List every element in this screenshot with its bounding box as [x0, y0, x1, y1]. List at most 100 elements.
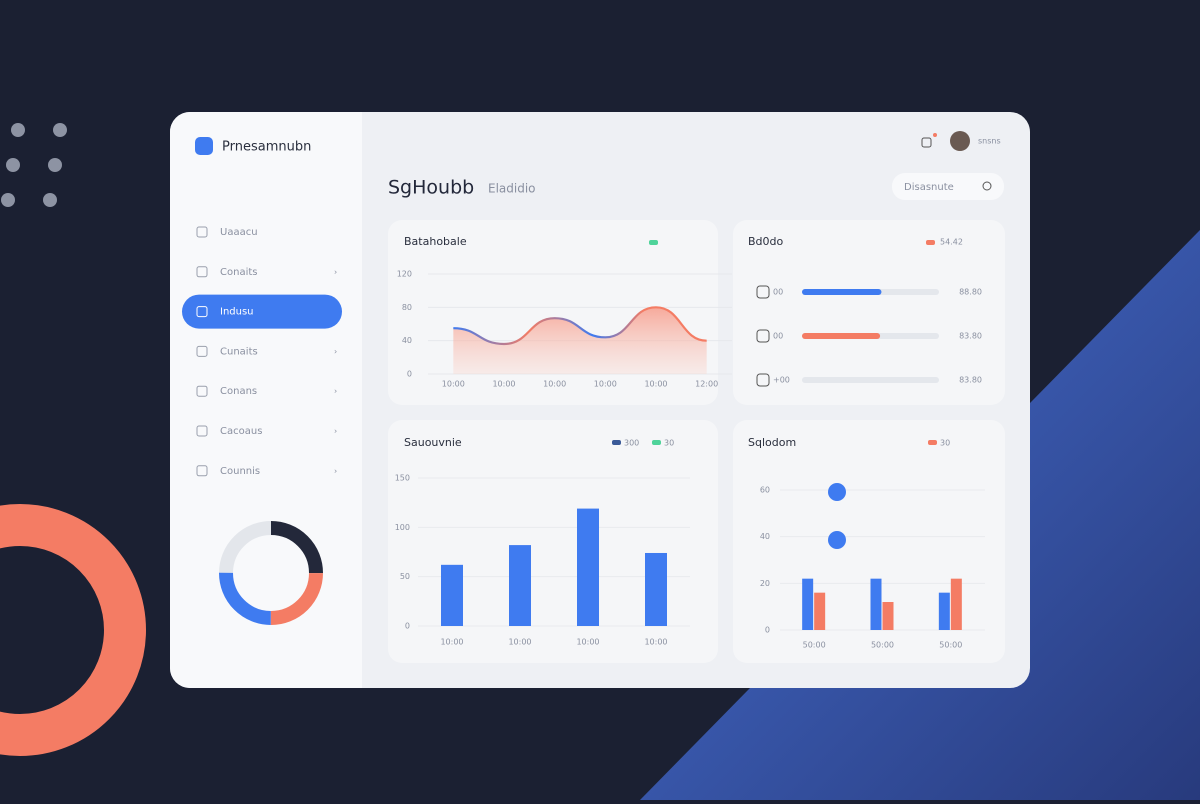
x-tick-label: 10:00 [644, 638, 667, 647]
search-box[interactable] [892, 173, 1004, 200]
y-tick-label: 0 [407, 370, 412, 379]
status-dot[interactable] [828, 531, 846, 549]
nav-label[interactable]: Conans [220, 386, 257, 397]
x-tick-label: 10:00 [644, 380, 667, 389]
notification-dot [933, 133, 937, 137]
nav-icon [196, 425, 208, 437]
nav-chevron: › [334, 267, 337, 276]
nav-chevron: › [334, 347, 337, 356]
nav-active[interactable] [182, 294, 342, 329]
card [733, 420, 1005, 663]
x-tick-label: 10:00 [492, 380, 515, 389]
progress-track [802, 377, 939, 383]
y-tick-label: 50 [400, 572, 410, 581]
page-title: SgHoubb [388, 177, 474, 199]
row-icon [756, 329, 770, 343]
legend-label: 30 [940, 439, 950, 448]
search-placeholder: Disasnute [904, 182, 954, 193]
bell-icon[interactable] [921, 137, 932, 148]
bar [882, 602, 894, 630]
line [453, 306, 707, 346]
page-subtitle: Eladidio [488, 182, 536, 196]
brand: Prnesamnubn [222, 140, 311, 155]
card-title: Bd0do [748, 235, 784, 248]
y-tick-label: 100 [395, 523, 410, 532]
card-title: Sqlodom [748, 436, 796, 449]
legend-label: 300 [624, 439, 639, 448]
y-tick-label: 150 [395, 474, 410, 483]
y-tick-label: 0 [405, 622, 410, 631]
legend-label: 30 [664, 439, 674, 448]
nav-chevron: › [334, 466, 337, 475]
bar [645, 552, 667, 626]
nav-icon [196, 226, 208, 238]
x-tick-label: 10:00 [440, 638, 463, 647]
nav-chevron: › [334, 387, 337, 396]
progress-bar [802, 333, 881, 339]
nav-icon [196, 306, 208, 318]
nav-label[interactable]: Counnis [220, 466, 260, 477]
x-tick-label: 10:00 [543, 380, 566, 389]
legend-swatch [928, 440, 937, 445]
card-title: Batahobale [404, 235, 467, 248]
search-icon [982, 181, 992, 191]
row-label: 00 [773, 288, 783, 297]
donut-segment [219, 521, 323, 625]
legend-swatch [649, 240, 658, 245]
x-tick-label: 50:00 [871, 641, 894, 650]
nav-label[interactable]: Indusu [220, 307, 254, 318]
legend-swatch [612, 440, 621, 445]
x-tick-label: 50:00 [939, 641, 962, 650]
nav-label[interactable]: Cacoaus [220, 426, 262, 437]
row-value: 83.80 [959, 376, 982, 385]
x-tick-label: 10:00 [594, 380, 617, 389]
nav-chevron: › [334, 427, 337, 436]
row-value: 83.80 [959, 332, 982, 341]
x-tick-label: 10:00 [576, 638, 599, 647]
row-label: 00 [773, 332, 783, 341]
row-icon [756, 285, 770, 299]
nav-icon [196, 345, 208, 357]
y-tick-label: 80 [402, 303, 412, 312]
donut-segment [219, 521, 323, 625]
bar [802, 578, 814, 630]
user-name: snsns [978, 137, 1001, 146]
donut-segment [219, 521, 323, 625]
card-title: Sauouvnie [404, 436, 462, 449]
progress-bar [802, 289, 882, 295]
sidebar [170, 112, 362, 688]
status-dot[interactable] [828, 483, 846, 501]
x-tick-label: 12:00 [695, 380, 718, 389]
nav-icon [196, 465, 208, 477]
bar [509, 545, 531, 626]
x-tick-label: 10:00 [442, 380, 465, 389]
x-tick-label: 10:00 [508, 638, 531, 647]
bar [950, 578, 962, 630]
avatar[interactable] [950, 131, 970, 151]
legend-label: 54.42 [940, 238, 963, 247]
cards [388, 220, 1005, 663]
bar [938, 592, 950, 630]
y-tick-label: 40 [760, 532, 770, 541]
logo [195, 137, 213, 155]
nav-label[interactable]: Uaaacu [220, 227, 258, 238]
bar [577, 508, 599, 626]
y-tick-label: 60 [760, 486, 770, 495]
nav-label[interactable]: Conaits [220, 267, 257, 278]
nav-icon [196, 266, 208, 278]
y-tick-label: 120 [397, 270, 412, 279]
row-value: 88.80 [959, 288, 982, 297]
bar [814, 592, 826, 630]
deco-dots [1, 123, 67, 207]
x-tick-label: 50:00 [803, 641, 826, 650]
nav-icon [196, 385, 208, 397]
bar [870, 578, 882, 630]
y-tick-label: 0 [765, 626, 770, 635]
bar [441, 564, 463, 626]
row-icon [756, 373, 770, 387]
nav-label[interactable]: Cunaits [220, 346, 258, 357]
row-label: +00 [773, 376, 790, 385]
line-area [453, 307, 707, 374]
